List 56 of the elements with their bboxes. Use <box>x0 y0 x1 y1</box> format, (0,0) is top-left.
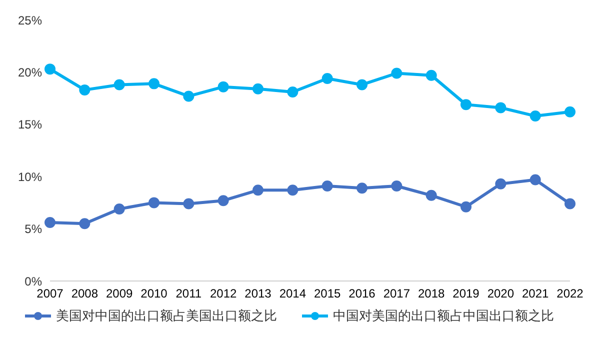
point <box>564 106 576 118</box>
x-tick-label: 2022 <box>556 286 584 301</box>
x-tick-label: 2012 <box>210 286 238 301</box>
x-tick-label: 2011 <box>176 286 202 301</box>
y-tick-label: 20% <box>18 65 42 80</box>
point <box>44 64 56 75</box>
x-tick-label: 2018 <box>418 286 446 301</box>
point <box>391 180 402 192</box>
point <box>287 86 298 98</box>
point <box>356 79 368 90</box>
point <box>44 217 56 228</box>
point <box>356 182 368 194</box>
legend-label: 美国对中国的出口额占美国出口额之比 <box>56 307 277 325</box>
point <box>218 195 229 206</box>
point <box>183 90 194 102</box>
point <box>426 190 437 201</box>
point <box>252 184 264 196</box>
point <box>495 178 506 190</box>
point <box>183 198 194 210</box>
point <box>79 84 90 96</box>
point <box>218 81 229 92</box>
point <box>114 79 125 90</box>
x-tick-label: 2007 <box>36 286 64 301</box>
x-tick-label: 2014 <box>279 286 306 301</box>
point <box>564 198 576 210</box>
x-tick-label: 2010 <box>140 286 168 301</box>
y-tick-label: 15% <box>18 118 42 132</box>
point <box>322 180 333 192</box>
point <box>530 110 541 122</box>
x-tick-label: 2009 <box>106 286 134 301</box>
x-tick-label: 2020 <box>487 286 514 301</box>
point <box>426 70 437 81</box>
x-tick-label: 2015 <box>314 286 342 301</box>
point <box>79 218 90 230</box>
point <box>148 197 160 208</box>
x-tick-label: 2013 <box>244 286 272 301</box>
x-tick-label: 2008 <box>71 286 98 301</box>
y-tick-label: 10% <box>18 170 42 184</box>
point <box>530 174 541 186</box>
point <box>495 102 506 114</box>
x-tick-label: 2016 <box>348 286 376 301</box>
point <box>287 184 298 196</box>
x-tick-label: 2019 <box>452 286 480 301</box>
y-tick-label: 0% <box>24 274 42 288</box>
y-tick-label: 5% <box>24 222 42 236</box>
point <box>460 99 472 110</box>
point <box>322 72 333 84</box>
point <box>114 203 125 214</box>
x-tick-label: 2021 <box>522 286 550 301</box>
point <box>391 68 402 79</box>
point <box>148 78 160 90</box>
legend-label: 中国对美国的出口额占中国出口额之比 <box>333 307 554 325</box>
y-tick-label: 25% <box>18 13 42 28</box>
x-tick-label: 2017 <box>383 286 410 301</box>
point <box>460 201 472 212</box>
point <box>252 83 264 94</box>
